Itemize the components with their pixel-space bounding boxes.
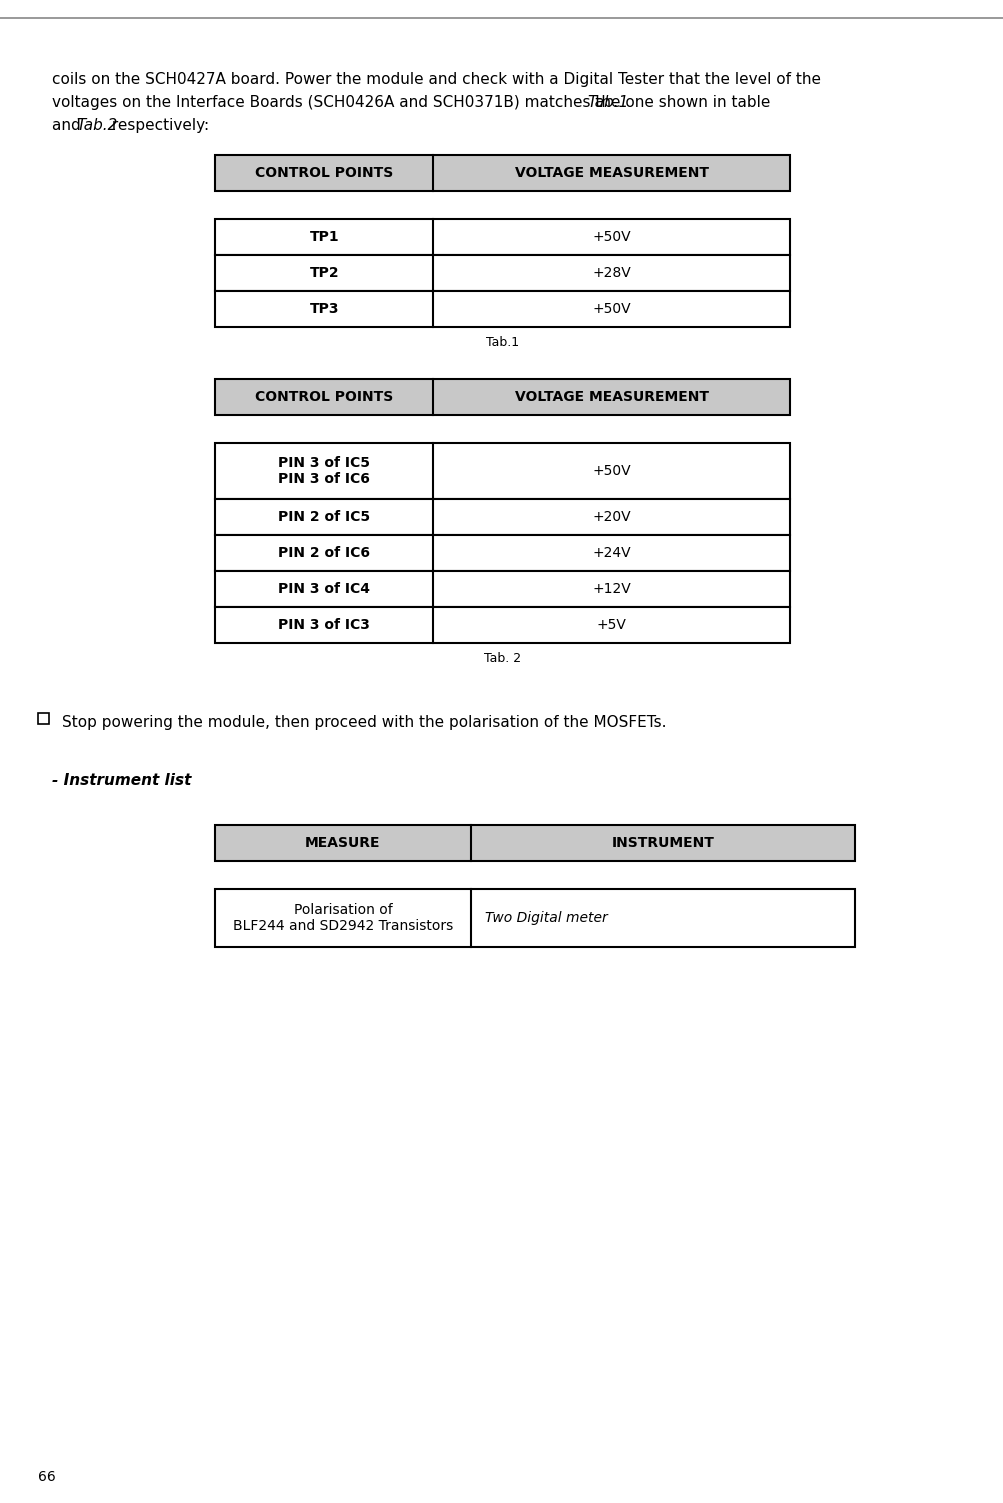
Text: voltages on the Interface Boards (SCH0426A and SCH0371B) matches the one shown i: voltages on the Interface Boards (SCH042… [52, 95, 774, 110]
Text: Tab.2: Tab.2 [76, 119, 117, 132]
Text: PIN 2 of IC6: PIN 2 of IC6 [278, 546, 370, 561]
Text: TP2: TP2 [309, 266, 339, 280]
Text: - Instrument list: - Instrument list [52, 773, 192, 788]
Text: 66: 66 [38, 1470, 56, 1483]
Text: respectively:: respectively: [106, 119, 209, 132]
Text: +50V: +50V [592, 302, 631, 316]
FancyBboxPatch shape [215, 219, 789, 256]
FancyBboxPatch shape [215, 443, 789, 499]
Text: +12V: +12V [592, 582, 631, 597]
FancyBboxPatch shape [215, 499, 789, 535]
Text: VOLTAGE MEASUREMENT: VOLTAGE MEASUREMENT [515, 165, 708, 180]
Text: Stop powering the module, then proceed with the polarisation of the MOSFETs.: Stop powering the module, then proceed w… [62, 715, 666, 730]
FancyBboxPatch shape [215, 292, 789, 328]
FancyBboxPatch shape [215, 888, 855, 947]
Text: +50V: +50V [592, 464, 631, 478]
Text: PIN 3 of IC5
PIN 3 of IC6: PIN 3 of IC5 PIN 3 of IC6 [278, 455, 370, 485]
Text: CONTROL POINTS: CONTROL POINTS [255, 165, 393, 180]
Text: Tab. 2: Tab. 2 [483, 652, 521, 666]
Text: Polarisation of
BLF244 and SD2942 Transistors: Polarisation of BLF244 and SD2942 Transi… [233, 903, 452, 933]
Text: MEASURE: MEASURE [305, 836, 380, 851]
FancyBboxPatch shape [215, 256, 789, 292]
FancyBboxPatch shape [215, 825, 855, 861]
Text: Tab.1: Tab.1 [587, 95, 628, 110]
Text: +20V: +20V [592, 510, 631, 525]
Text: +24V: +24V [592, 546, 631, 561]
Text: VOLTAGE MEASUREMENT: VOLTAGE MEASUREMENT [515, 389, 708, 404]
Text: coils on the SCH0427A board. Power the module and check with a Digital Tester th: coils on the SCH0427A board. Power the m… [52, 72, 820, 87]
FancyBboxPatch shape [215, 155, 789, 191]
FancyBboxPatch shape [38, 712, 49, 724]
Text: +5V: +5V [596, 618, 626, 631]
Text: PIN 3 of IC3: PIN 3 of IC3 [278, 618, 370, 631]
FancyBboxPatch shape [215, 379, 789, 415]
FancyBboxPatch shape [215, 607, 789, 643]
Text: TP1: TP1 [309, 230, 339, 243]
Text: +50V: +50V [592, 230, 631, 243]
Text: and: and [52, 119, 85, 132]
Text: PIN 2 of IC5: PIN 2 of IC5 [278, 510, 370, 525]
Text: INSTRUMENT: INSTRUMENT [611, 836, 714, 851]
Text: Tab.1: Tab.1 [485, 337, 519, 350]
Text: Two Digital meter: Two Digital meter [484, 911, 607, 924]
FancyBboxPatch shape [215, 571, 789, 607]
FancyBboxPatch shape [215, 535, 789, 571]
Text: PIN 3 of IC4: PIN 3 of IC4 [278, 582, 370, 597]
Text: CONTROL POINTS: CONTROL POINTS [255, 389, 393, 404]
Text: +28V: +28V [592, 266, 631, 280]
Text: TP3: TP3 [309, 302, 339, 316]
